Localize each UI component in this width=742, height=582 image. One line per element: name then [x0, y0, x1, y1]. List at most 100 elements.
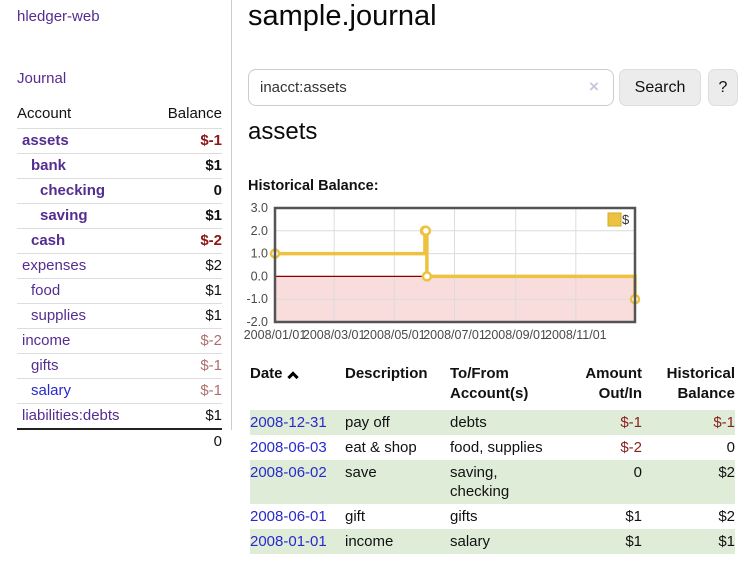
sidebar-account-link[interactable]: liabilities:debts	[22, 407, 120, 424]
clear-search-icon[interactable]: ×	[589, 77, 599, 96]
transaction-date-link[interactable]: 2008-06-01	[250, 508, 327, 525]
accounts-body: assets $-1 bank $1 checking 0 saving $1 cash $-2 e…	[17, 128, 222, 429]
date-cell: 2008-06-02	[250, 460, 345, 504]
date-cell: 2008-06-03	[250, 435, 345, 460]
account-name-cell: salary	[17, 378, 152, 404]
page-title: sample.journal	[248, 0, 437, 32]
help-button[interactable]: ?	[708, 69, 738, 106]
app-title-link[interactable]: hledger-web	[17, 8, 100, 25]
account-name-cell: liabilities:debts	[17, 403, 152, 429]
register-header-amount: Amount Out/In	[585, 365, 642, 402]
x-axis-tick-label: 2008/01/01	[244, 328, 307, 342]
account-balance: $1	[151, 153, 222, 179]
account-name-cell: checking	[17, 178, 152, 204]
sidebar-account-link[interactable]: salary	[31, 382, 72, 399]
accounts-header-account: Account	[17, 105, 72, 122]
sort-asc-icon	[286, 371, 299, 383]
transaction-date-link[interactable]: 2008-06-03	[250, 439, 327, 456]
accounts-cell: salary	[450, 529, 552, 554]
amount-cell: $-2	[620, 439, 642, 456]
sidebar-account-link[interactable]: supplies	[31, 307, 87, 324]
balance-cell: $2	[642, 460, 735, 504]
account-name-cell: saving	[17, 203, 152, 229]
register-header-accounts: To/From Account(s)	[450, 365, 529, 402]
plot-border	[273, 206, 637, 324]
search-button[interactable]: Search	[619, 69, 701, 106]
register-row: 2008-06-03 eat & shop food, supplies $-2 0	[250, 435, 735, 460]
search-input[interactable]	[248, 69, 614, 106]
account-row: food $1	[17, 278, 222, 304]
sidebar-account-link[interactable]: assets	[22, 132, 69, 149]
x-axis-tick-label: 2008/11/01	[545, 328, 607, 342]
description-cell: save	[345, 460, 450, 504]
x-axis-tick-label: 2008/09/01	[484, 328, 547, 342]
app-title: hledger-web	[17, 8, 221, 26]
account-balance: $-1	[151, 353, 222, 379]
sidebar-account-link[interactable]: food	[31, 282, 61, 299]
account-name-cell: gifts	[17, 353, 152, 379]
data-point-marker	[420, 225, 432, 237]
account-name-cell: cash	[17, 228, 152, 254]
x-axis-tick-label: 2008/03/01	[303, 328, 366, 342]
y-axis-tick-label: 1.0	[251, 247, 268, 261]
accounts-total-value: 0	[151, 428, 222, 454]
account-row: bank $1	[17, 153, 222, 179]
transaction-date-link[interactable]: 2008-06-02	[250, 464, 327, 481]
account-balance: $-1	[151, 128, 222, 154]
account-row: checking 0	[17, 178, 222, 204]
description-cell: eat & shop	[345, 439, 417, 456]
amount-cell: $1	[625, 508, 642, 525]
sidebar-account-link[interactable]: expenses	[22, 257, 87, 274]
account-row: expenses $2	[17, 253, 222, 279]
sidebar-account-link[interactable]: bank	[31, 157, 67, 174]
accounts-header-balance: Balance	[167, 105, 222, 122]
account-balance: $-2	[151, 328, 222, 354]
y-axis-tick-label: -1.0	[246, 292, 268, 306]
amount-cell: $-1	[552, 410, 642, 435]
data-point-marker	[421, 271, 433, 282]
account-name-cell: food	[17, 278, 152, 304]
account-name-cell: income	[17, 328, 152, 354]
balance-cell: $1	[642, 529, 735, 554]
account-name-cell: assets	[17, 128, 152, 154]
date-cell: 2008-01-01	[250, 529, 345, 554]
account-balance: $1	[151, 303, 222, 329]
register-header-balance: Historical Balance	[666, 365, 735, 402]
account-row: assets $-1	[17, 128, 222, 154]
register-row: 2008-12-31 pay off debts $-1 $-1	[250, 410, 735, 435]
account-row: supplies $1	[17, 303, 222, 329]
balance-cell: 0	[726, 439, 735, 456]
register-row: 2008-06-01 gift gifts $1 $2	[250, 504, 735, 529]
x-axis-tick-label: 2008/07/01	[423, 328, 486, 342]
y-axis-tick-label: 0.0	[251, 269, 268, 283]
register-row: 2008-06-02 save saving, checking 0 $2	[250, 460, 735, 504]
account-balance: $-1	[151, 378, 222, 404]
register-header-row: Date Description To/From Account(s) Amou…	[250, 360, 735, 410]
sidebar-account-link[interactable]: saving	[40, 207, 88, 224]
account-heading: assets	[248, 118, 318, 145]
register-header-date[interactable]: Date	[250, 360, 345, 410]
accounts-cell: saving, checking	[450, 460, 552, 504]
account-name-cell: supplies	[17, 303, 152, 329]
sidebar-item-journal[interactable]: Journal	[17, 70, 67, 87]
sidebar-account-link[interactable]: checking	[40, 182, 106, 199]
account-row: liabilities:debts $1	[17, 403, 222, 429]
account-balance: $1	[151, 403, 222, 429]
register-table: Date Description To/From Account(s) Amou…	[250, 360, 735, 554]
transaction-date-link[interactable]: 2008-01-01	[250, 533, 327, 550]
transaction-date-link[interactable]: 2008-12-31	[250, 414, 327, 431]
account-balance: $1	[151, 203, 222, 229]
account-row: income $-2	[17, 328, 222, 354]
sidebar-account-link[interactable]: gifts	[31, 357, 59, 374]
sidebar-account-link[interactable]: income	[22, 332, 71, 349]
y-axis-tick-label: 2.0	[251, 224, 268, 238]
x-axis-tick-label: 2008/05/01	[363, 328, 426, 342]
register-body: 2008-12-31 pay off debts $-1 $-1 2008-06-03 ea…	[250, 410, 735, 554]
date-cell: 2008-06-01	[250, 504, 345, 529]
y-axis-tick-label: 3.0	[251, 201, 268, 215]
account-balance: $2	[151, 253, 222, 279]
sidebar-account-link[interactable]: cash	[31, 232, 66, 249]
account-name-cell: expenses	[17, 253, 152, 279]
sidebar-nav: Journal	[17, 70, 221, 88]
historical-balance-chart: 3.0 2.0 1.0 0.0 -1.0 -2.02008/01/012008/03/01…	[244, 201, 641, 342]
